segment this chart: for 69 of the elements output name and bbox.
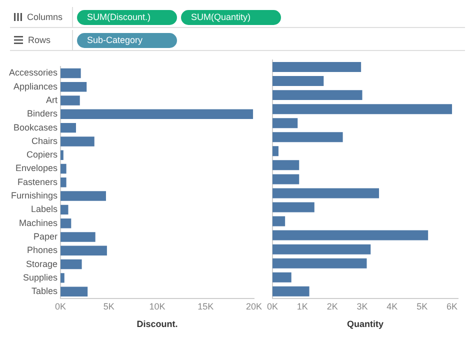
bar [60,232,96,242]
x-tick-label: 5K [103,301,114,312]
x-tick-label: 1K [296,301,308,312]
y-tick-label: Paper [33,231,58,242]
y-tick-label: Phones [26,245,58,256]
bar [272,244,371,254]
bar [272,216,286,226]
text: Columns [27,12,63,22]
bar [60,218,72,228]
bar [272,90,362,100]
x-tick-label: 10K [149,301,166,312]
bar [272,118,298,128]
text: Rows [28,35,51,45]
bar [60,96,80,106]
bar [60,204,68,215]
x-tick-label: 0K [55,301,66,312]
x-tick-label: 2K [326,301,338,312]
x-tick-label: 5K [416,301,428,312]
bar [60,178,66,188]
x-axis-title: Quantity [346,319,384,330]
bar [272,174,300,184]
y-tick-label: Envelopes [15,163,58,174]
bar [272,160,300,170]
bar [272,230,428,240]
y-tick-label: Furnishings [10,190,58,201]
y-tick-label: Binders [27,108,58,119]
x-axis-title: Discount. [136,319,178,330]
bar [272,286,310,296]
bar [60,122,76,133]
x-tick-label: 0K [266,301,278,312]
y-tick-label: Appliances [13,81,58,92]
bar [60,164,66,174]
bar [272,76,324,86]
bar [272,62,362,72]
y-tick-label: Accessories [9,68,58,78]
bar [272,188,380,198]
y-tick-label: Copiers [26,150,58,160]
y-tick-label: Bookcases [13,122,58,132]
bar [60,246,107,256]
bar [60,109,254,120]
bar [272,132,343,142]
bar [272,258,367,268]
y-tick-label: Tables [32,286,58,296]
bar [60,82,87,92]
y-tick-label: Machines [18,218,58,228]
bar [272,104,452,114]
y-tick-label: Art [46,95,58,105]
bar [60,259,82,270]
y-tick-label: Storage [26,258,58,269]
text: SUM(Quantity) [181,10,281,24]
bar [272,202,314,212]
bar [60,136,94,146]
x-tick-label: 15K [198,301,214,312]
text: SUM(Discount.) [77,10,177,24]
text: Sub-Category [77,32,177,48]
x-tick-label: 4K [386,301,398,312]
bar [60,191,106,201]
bar [272,146,278,156]
x-tick-label: 20K [246,301,262,312]
y-tick-label: Chairs [32,136,58,146]
x-tick-label: 6K [446,301,458,312]
bar [60,68,81,78]
bar [272,272,292,282]
bar [60,286,88,296]
y-tick-label: Fasteners [17,176,58,187]
y-tick-label: Supplies [22,272,58,282]
bar [60,273,64,283]
y-tick-label: Labels [30,204,58,214]
x-tick-label: 3K [356,301,368,312]
